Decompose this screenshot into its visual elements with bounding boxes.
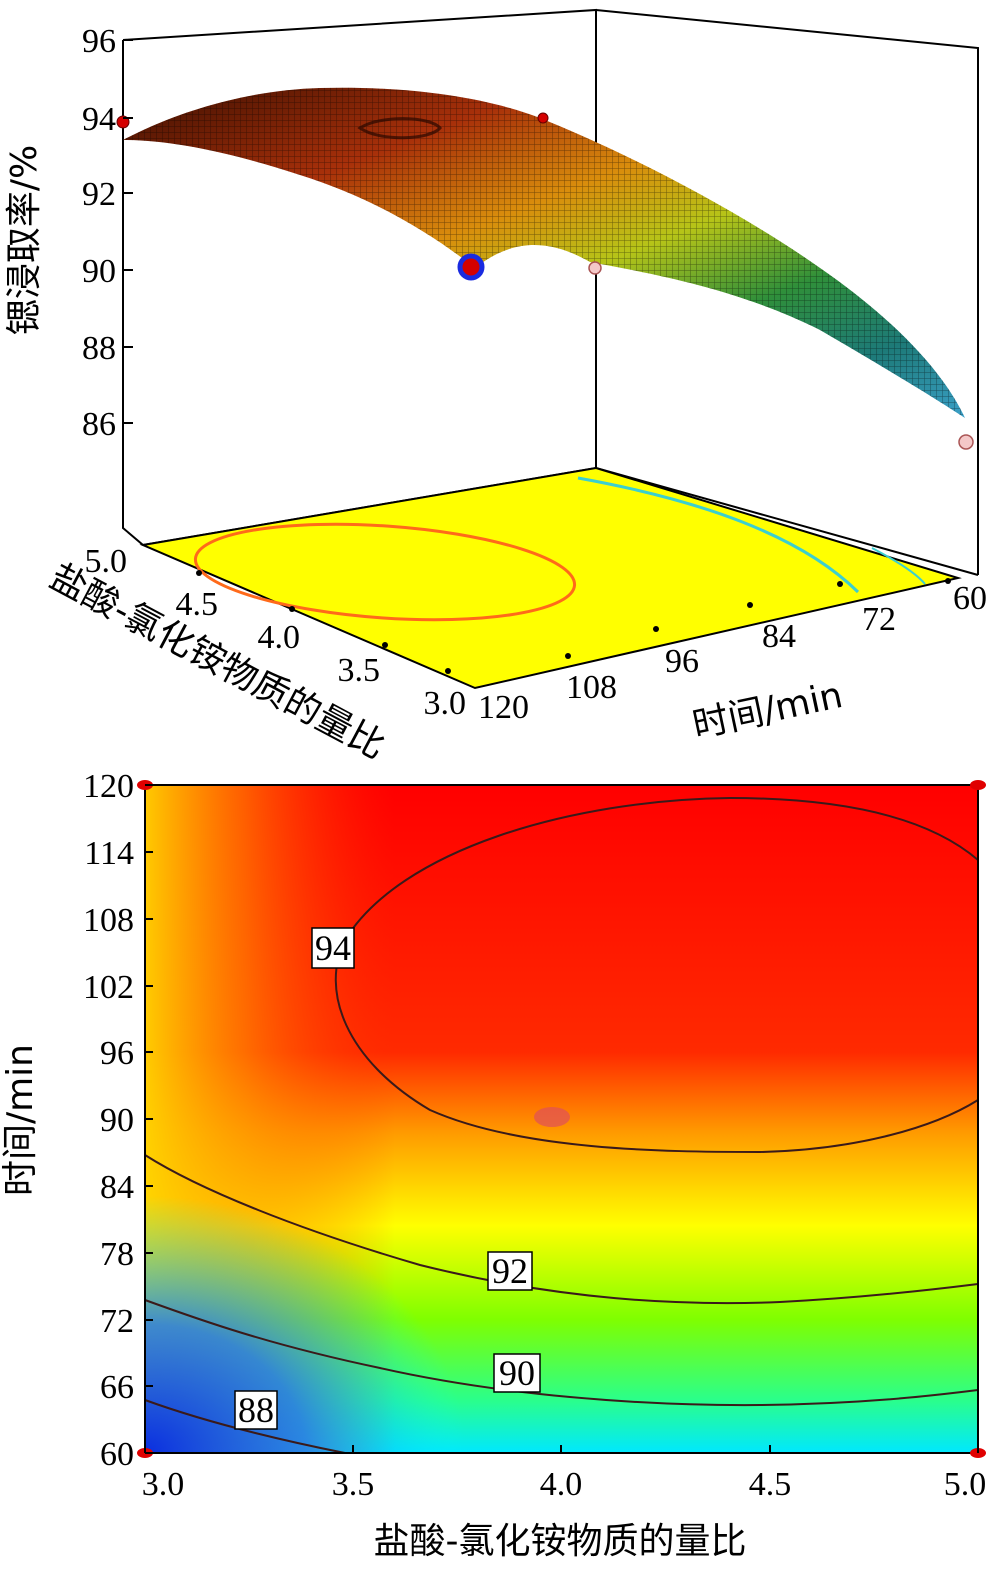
y-axis-title-3d: 时间/min bbox=[689, 675, 846, 747]
svg-text:92: 92 bbox=[492, 1251, 528, 1291]
contour-y-axis: 120 114 108 102 96 90 84 78 72 66 60 时间/… bbox=[0, 768, 153, 1473]
y-tick-label: 114 bbox=[84, 835, 134, 872]
y-tick-label: 72 bbox=[100, 1303, 134, 1340]
y-tick-label: 84 bbox=[762, 618, 796, 655]
x-tick-label: 4.5 bbox=[176, 586, 219, 623]
y-tick-label: 66 bbox=[100, 1369, 134, 1406]
y-tick-label: 78 bbox=[100, 1236, 134, 1273]
z-tick-label: 90 bbox=[82, 253, 116, 290]
y-tick-label: 84 bbox=[100, 1169, 134, 1206]
x-tick-label: 3.0 bbox=[424, 685, 467, 722]
svg-text:94: 94 bbox=[315, 928, 351, 968]
x-tick-label: 3.5 bbox=[332, 1466, 375, 1503]
center-design-point bbox=[534, 1107, 570, 1127]
surface-peak-ring bbox=[357, 117, 442, 140]
floor-contour-86 bbox=[871, 547, 926, 585]
contour-chart: 94 92 90 88 bbox=[0, 768, 986, 1562]
z-tick-label: 86 bbox=[82, 406, 116, 443]
contour-label-90: 90 bbox=[493, 1353, 541, 1393]
y-tick-label: 96 bbox=[100, 1035, 134, 1072]
y-tick-label: 60 bbox=[953, 580, 987, 617]
surface-chart: 96 94 92 90 88 86 锶浸取率/% 5.0 4.5 4.0 3.5… bbox=[4, 8, 987, 768]
z-tick-label: 88 bbox=[82, 330, 116, 367]
x-tick-label: 4.0 bbox=[258, 619, 301, 656]
x-tick-label: 4.5 bbox=[749, 1466, 792, 1503]
contour-x-axis: 3.0 3.5 4.0 4.5 5.0 盐酸-氯化铵物质的量比 bbox=[142, 1445, 987, 1562]
floor-contour-94 bbox=[193, 522, 577, 622]
z-tick-label: 92 bbox=[82, 176, 116, 213]
response-surface-mesh bbox=[123, 87, 965, 418]
contour-label-94: 94 bbox=[311, 927, 355, 969]
z-axis: 96 94 92 90 88 86 锶浸取率/% bbox=[4, 23, 133, 443]
y-axis-title: 时间/min bbox=[0, 1044, 41, 1196]
x-tick-label: 3.5 bbox=[338, 652, 381, 689]
x-axis-title: 盐酸-氯化铵物质的量比 bbox=[374, 1521, 747, 1562]
y-tick-label: 120 bbox=[83, 768, 134, 805]
y-tick-label: 102 bbox=[83, 969, 134, 1006]
design-point bbox=[588, 261, 602, 275]
design-point bbox=[958, 434, 974, 450]
design-point-center bbox=[457, 253, 485, 281]
floor-contour-88 bbox=[577, 476, 860, 594]
z-tick-label: 96 bbox=[82, 23, 116, 60]
design-point bbox=[970, 780, 986, 790]
y-tick-label: 96 bbox=[665, 643, 699, 680]
x-tick-label: 4.0 bbox=[540, 1466, 583, 1503]
contour-label-92: 92 bbox=[487, 1251, 533, 1291]
z-tick-label: 94 bbox=[82, 101, 116, 138]
contour-90 bbox=[144, 1299, 979, 1407]
x-tick-label: 5.0 bbox=[85, 543, 128, 580]
contour-92 bbox=[144, 1154, 979, 1305]
y-tick-label: 60 bbox=[100, 1436, 134, 1473]
y-tick-label: 108 bbox=[83, 902, 134, 939]
x-tick-label: 3.0 bbox=[142, 1466, 185, 1503]
svg-text:88: 88 bbox=[238, 1390, 274, 1430]
z-axis-title: 锶浸取率/% bbox=[4, 145, 45, 335]
design-points bbox=[116, 112, 974, 450]
contour-label-88: 88 bbox=[234, 1390, 278, 1430]
design-point bbox=[537, 112, 549, 124]
x-tick-label: 5.0 bbox=[944, 1466, 987, 1503]
floor-ticks bbox=[196, 570, 951, 674]
svg-text:90: 90 bbox=[499, 1353, 535, 1393]
y-tick-label: 120 bbox=[478, 689, 529, 726]
y-tick-label: 108 bbox=[566, 669, 617, 706]
y-tick-label: 72 bbox=[862, 601, 896, 638]
contour-94 bbox=[334, 796, 979, 1154]
y-tick-label: 90 bbox=[100, 1102, 134, 1139]
